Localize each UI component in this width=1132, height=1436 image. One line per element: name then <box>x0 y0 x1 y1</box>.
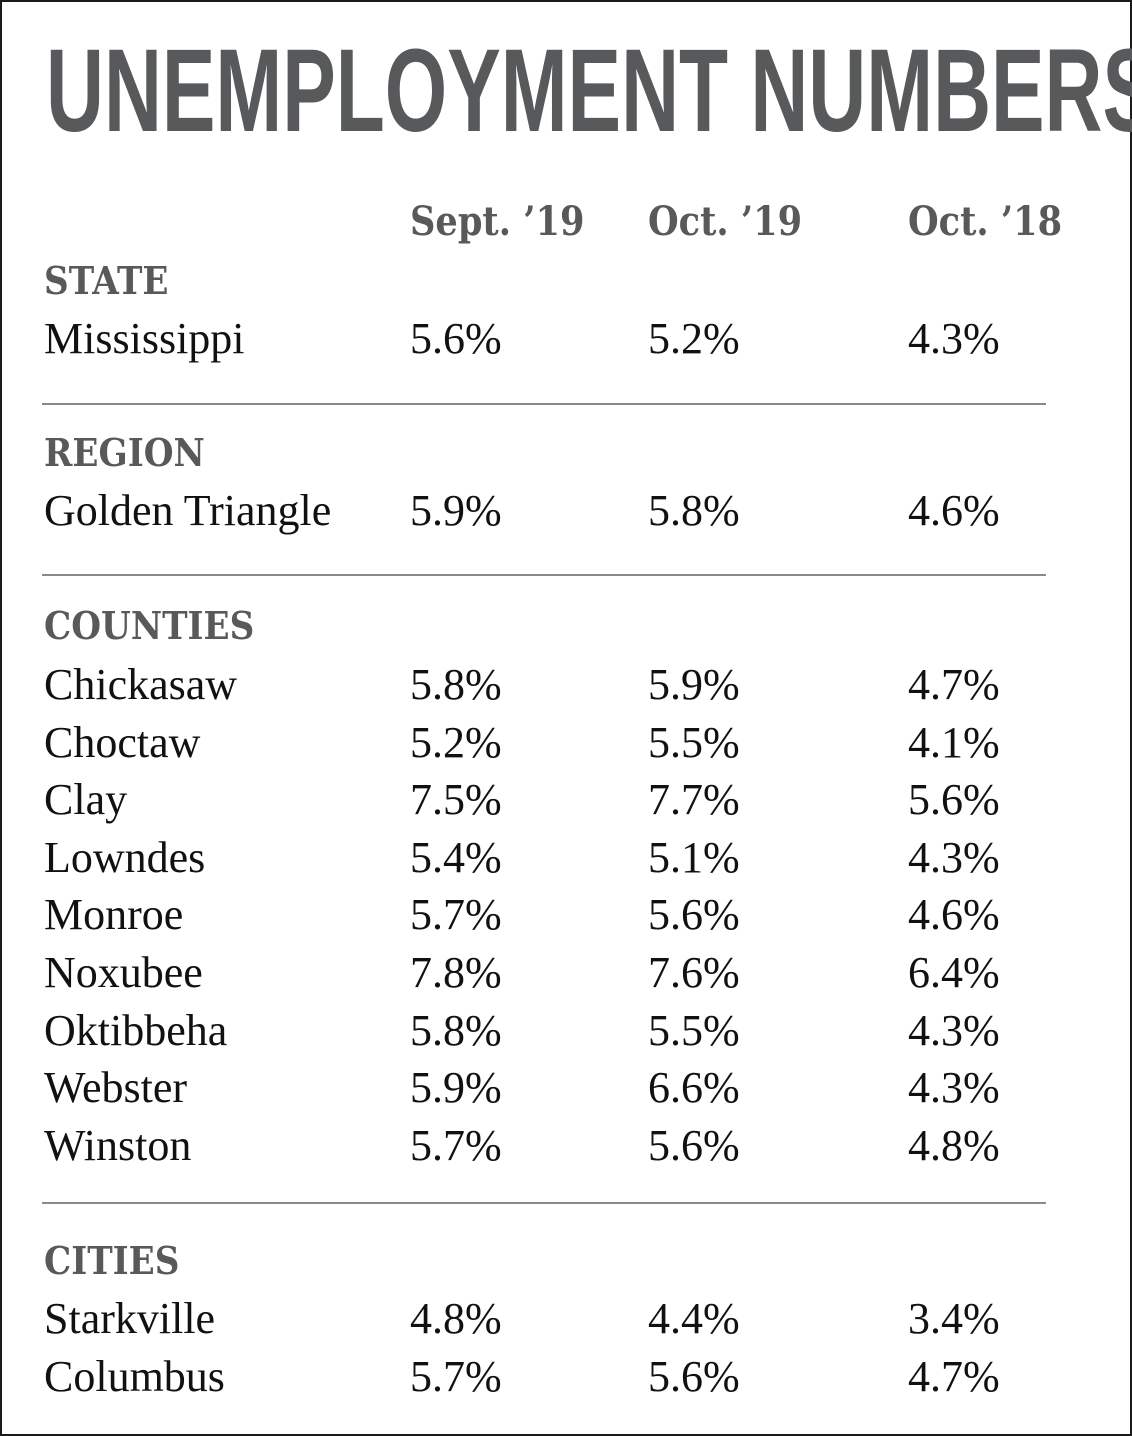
row-label: Oktibbeha <box>44 1006 228 1055</box>
column-header: Sept. ’19 <box>410 198 585 245</box>
section-divider <box>42 403 1046 405</box>
value-cell: 5.7% <box>410 890 502 939</box>
value-cell: 5.8% <box>648 486 740 535</box>
value-cell: 6.6% <box>648 1063 740 1112</box>
value-cell: 5.2% <box>410 718 502 767</box>
value-cell: 4.3% <box>908 833 1000 882</box>
value-cell: 5.6% <box>410 314 502 363</box>
value-cell: 5.4% <box>410 833 502 882</box>
row-label: Columbus <box>44 1352 225 1401</box>
value-cell: 5.8% <box>410 1006 502 1055</box>
value-cell: 5.7% <box>410 1352 502 1401</box>
row-label: Choctaw <box>44 718 201 767</box>
value-cell: 4.7% <box>908 1352 1000 1401</box>
value-cell: 5.6% <box>648 1121 740 1170</box>
value-cell: 4.4% <box>648 1294 740 1343</box>
section-header: STATE <box>44 258 169 303</box>
value-cell: 4.6% <box>908 890 1000 939</box>
value-cell: 7.8% <box>410 948 502 997</box>
section-header: CITIES <box>44 1238 180 1283</box>
value-cell: 5.7% <box>410 1121 502 1170</box>
value-cell: 5.9% <box>410 486 502 535</box>
value-cell: 5.8% <box>410 660 502 709</box>
row-label: Lowndes <box>44 833 206 882</box>
value-cell: 5.9% <box>648 660 740 709</box>
value-cell: 5.5% <box>648 718 740 767</box>
value-cell: 4.8% <box>908 1121 1000 1170</box>
row-label: Winston <box>44 1121 192 1170</box>
section-divider <box>42 574 1046 576</box>
value-cell: 4.1% <box>908 718 1000 767</box>
section-header: COUNTIES <box>44 603 255 648</box>
row-label: Monroe <box>44 890 184 939</box>
value-cell: 4.3% <box>908 314 1000 363</box>
value-cell: 6.4% <box>908 948 1000 997</box>
column-header: Oct. ’19 <box>648 198 803 245</box>
value-cell: 5.6% <box>648 890 740 939</box>
value-cell: 7.7% <box>648 775 740 824</box>
column-header: Oct. ’18 <box>908 198 1063 245</box>
value-cell: 5.6% <box>908 775 1000 824</box>
value-cell: 5.1% <box>648 833 740 882</box>
value-cell: 7.6% <box>648 948 740 997</box>
value-cell: 4.7% <box>908 660 1000 709</box>
row-label: Clay <box>44 775 128 824</box>
value-cell: 4.3% <box>908 1063 1000 1112</box>
value-cell: 4.8% <box>410 1294 502 1343</box>
row-label: Golden Triangle <box>44 486 332 535</box>
row-label: Starkville <box>44 1294 216 1343</box>
section-divider <box>42 1202 1046 1204</box>
value-cell: 5.5% <box>648 1006 740 1055</box>
section-header: REGION <box>44 430 205 475</box>
value-cell: 4.6% <box>908 486 1000 535</box>
value-cell: 5.6% <box>648 1352 740 1401</box>
value-cell: 7.5% <box>410 775 502 824</box>
value-cell: 5.2% <box>648 314 740 363</box>
chart-title: UNEMPLOYMENT NUMBERS <box>46 25 1132 157</box>
value-cell: 3.4% <box>908 1294 1000 1343</box>
value-cell: 4.3% <box>908 1006 1000 1055</box>
value-cell: 5.9% <box>410 1063 502 1112</box>
row-label: Webster <box>44 1063 188 1112</box>
row-label: Noxubee <box>44 948 203 997</box>
row-label: Mississippi <box>44 314 245 363</box>
row-label: Chickasaw <box>44 660 238 709</box>
